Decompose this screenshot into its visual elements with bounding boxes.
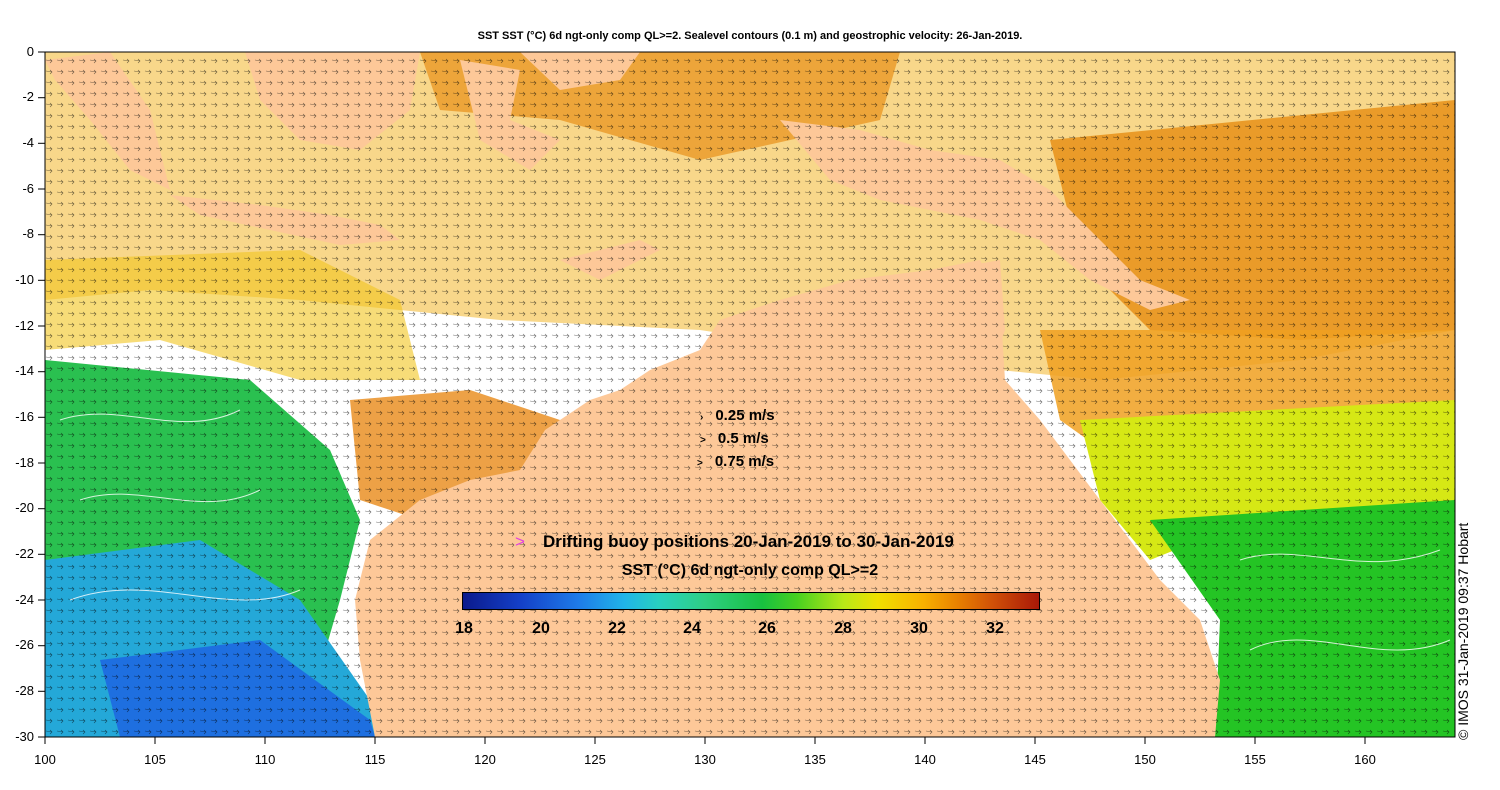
y-axis-ticks xyxy=(38,51,45,738)
colorbar-title: SST (°C) 6d ngt-only comp QL>=2 xyxy=(621,562,879,579)
y-tick-label: -12 xyxy=(15,318,34,333)
y-tick-label: 0 xyxy=(26,44,34,59)
map-title: SST SST (°C) 6d ngt-only comp QL>=2. Sea… xyxy=(477,30,1023,42)
buoy-legend: > Drifting buoy positions 20-Jan-2019 to … xyxy=(515,532,954,552)
arrow-icon: > xyxy=(700,435,706,446)
y-tick-label: -10 xyxy=(15,272,34,287)
colorbar-tick: 26 xyxy=(758,620,776,637)
colorbar-tick: 24 xyxy=(683,620,701,637)
arrow-icon: › xyxy=(700,412,704,423)
y-tick-label: -28 xyxy=(15,683,34,698)
credit-text: © IMOS 31-Jan-2019 09:37 Hobart xyxy=(1455,522,1471,740)
y-tick-label: -30 xyxy=(15,729,34,744)
velocity-legend-item: >0.75 m/s xyxy=(697,453,774,470)
colorbar xyxy=(462,592,1040,610)
colorbar-tick: 20 xyxy=(532,620,550,637)
colorbar-tick: 22 xyxy=(608,620,626,637)
x-tick-label: 135 xyxy=(804,752,826,767)
velocity-label: 0.25 m/s xyxy=(715,407,775,424)
arrow-icon: > xyxy=(697,458,703,469)
x-tick-label: 105 xyxy=(144,752,166,767)
y-tick-label: -8 xyxy=(22,226,34,241)
velocity-legend-item: › 0.25 m/s xyxy=(700,407,775,424)
x-tick-label: 100 xyxy=(34,752,56,767)
y-tick-label: -4 xyxy=(22,135,34,150)
x-tick-label: 160 xyxy=(1354,752,1376,767)
velocity-legend-item: >0.5 m/s xyxy=(700,430,769,447)
x-tick-label: 150 xyxy=(1134,752,1156,767)
colorbar-tick: 28 xyxy=(834,620,852,637)
x-tick-label: 110 xyxy=(254,752,276,767)
x-tick-label: 130 xyxy=(694,752,716,767)
y-tick-label: -24 xyxy=(15,592,34,607)
x-tick-label: 145 xyxy=(1024,752,1046,767)
y-tick-label: -22 xyxy=(15,546,34,561)
y-tick-label: -20 xyxy=(15,500,34,515)
x-tick-label: 115 xyxy=(364,752,386,767)
x-tick-label: 140 xyxy=(914,752,936,767)
velocity-label: 0.75 m/s xyxy=(714,453,775,470)
y-tick-label: -2 xyxy=(22,89,34,104)
buoy-legend-label: Drifting buoy positions 20-Jan-2019 to 3… xyxy=(542,532,954,551)
colorbar-tick: 18 xyxy=(455,620,473,637)
velocity-label: 0.5 m/s xyxy=(717,430,769,447)
sealevel-contours xyxy=(59,409,1451,651)
y-tick-label: -26 xyxy=(15,637,34,652)
y-tick-label: -6 xyxy=(22,181,34,196)
x-tick-label: 125 xyxy=(584,752,606,767)
x-tick-label: 155 xyxy=(1244,752,1266,767)
colorbar-tick: 32 xyxy=(986,620,1004,637)
x-tick-label: 120 xyxy=(474,752,496,767)
buoy-marker-icon: > xyxy=(515,532,525,551)
colorbar-tick: 30 xyxy=(910,620,928,637)
geostrophic-velocity-field xyxy=(45,52,1455,737)
y-tick-label: -18 xyxy=(15,455,34,470)
y-tick-label: -16 xyxy=(15,409,34,424)
y-tick-label: -14 xyxy=(15,363,34,378)
map-frame xyxy=(44,51,1456,738)
x-axis-ticks xyxy=(44,737,1366,744)
